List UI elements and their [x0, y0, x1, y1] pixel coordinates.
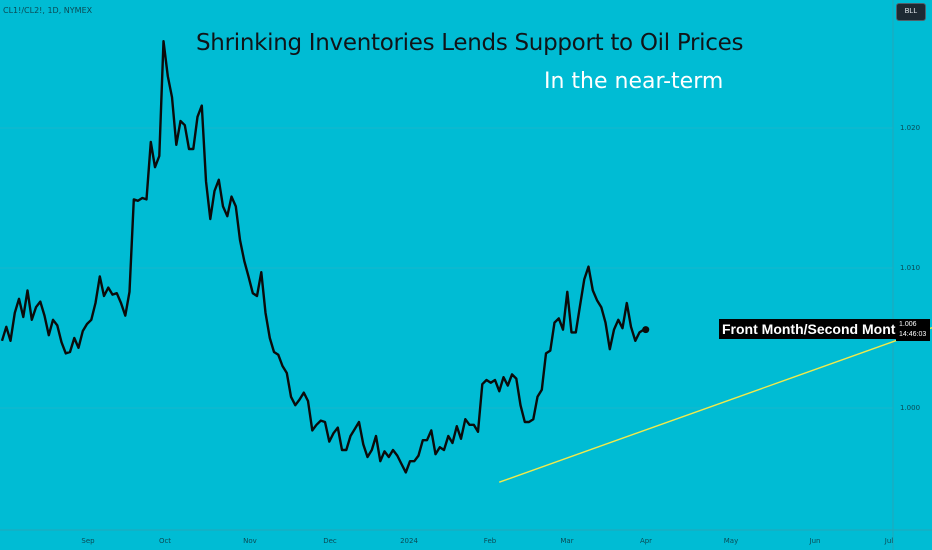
x-tick-label: Mar	[560, 537, 574, 545]
last-value-dot	[642, 326, 650, 334]
trend-arrow	[499, 327, 932, 483]
y-tick-label: 1.000	[900, 404, 921, 412]
x-tick-label: Feb	[483, 537, 497, 545]
arrow-shaft	[499, 327, 932, 483]
chart-subtitle: In the near-term	[544, 69, 724, 94]
symbol-label[interactable]: CL1!/CL2!, 1D, NYMEX	[3, 6, 93, 15]
last-value-price: 1.006	[899, 321, 917, 328]
currency-badge[interactable]: BLL	[896, 3, 926, 21]
series-annotation-label: Front Month/Second Month	[719, 319, 907, 339]
grid-lines	[0, 127, 893, 409]
chart-title: Shrinking Inventories Lends Support to O…	[196, 30, 744, 56]
y-tick-label: 1.010	[900, 264, 921, 272]
last-value-tag: 1.006 14:46:03	[896, 319, 930, 341]
x-tick-label: 2024	[400, 537, 418, 545]
x-tick-label: Sep	[81, 537, 95, 545]
x-tick-label: Oct	[158, 537, 172, 545]
x-tick-label: Nov	[243, 537, 257, 545]
x-tick-label: Jul	[884, 537, 894, 545]
x-tick-label: Dec	[323, 537, 337, 545]
bar-countdown: 14:46:03	[899, 331, 927, 338]
x-tick-label: Jun	[809, 537, 821, 545]
x-tick-label: May	[723, 537, 739, 545]
y-tick-label: 1.020	[900, 124, 921, 132]
series-line-front-second-ratio	[0, 40, 645, 474]
x-tick-label: Apr	[639, 537, 653, 545]
